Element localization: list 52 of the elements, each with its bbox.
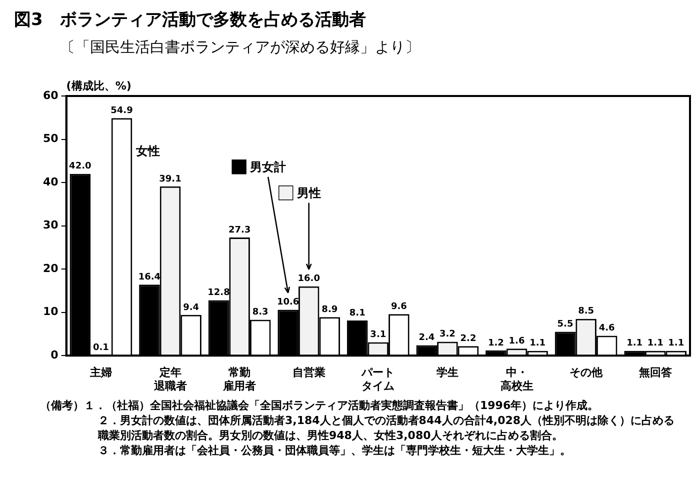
data-label: 8.3 — [252, 308, 268, 318]
data-label: 9.4 — [183, 302, 200, 313]
legend-label: 男性 — [296, 186, 321, 200]
data-label: 10.6 — [276, 298, 300, 308]
data-label: 5.5 — [557, 320, 574, 330]
data-label: 8.1 — [349, 308, 366, 318]
data-label: 12.8 — [208, 288, 230, 298]
data-label: 2.4 — [418, 333, 435, 344]
data-label: 16.0 — [298, 274, 320, 284]
chart-subtitle: 〔「国民生活白書ボランティアが深める好縁」より〕 — [60, 38, 420, 57]
text: （備考）１．（社福）全国社会福祉協議会「全国ボランティア活動者実態調査報告書」（1996年）により作成。 — [40, 398, 600, 413]
x-tick-label: 学生 — [436, 366, 458, 380]
y-axis-title: (構成比、%) — [66, 79, 132, 92]
data-label: 1.1 — [530, 338, 546, 349]
y-tick-label: 10 — [42, 305, 59, 318]
x-tick-label: 自営業 — [292, 366, 326, 380]
x-tick-label: 中・高校生 — [500, 366, 534, 392]
data-label: 3.2 — [439, 330, 456, 340]
y-tick-label: 50 — [42, 132, 59, 146]
data-label: 1.2 — [488, 338, 504, 348]
y-tick-label: 0 — [50, 348, 59, 362]
y-tick-label: 30 — [42, 218, 59, 232]
x-tick-label: その他 — [570, 366, 604, 380]
legend-label: 男女計 — [249, 160, 286, 174]
data-label: 2.2 — [460, 334, 476, 344]
data-label: 8.9 — [322, 304, 338, 315]
data-label: 16.4 — [138, 272, 161, 282]
text: ２．男女計の数値は、団体所属活動者3,184人と個人での活動者844人の合計4,028人（性別不明は除く）に占める職業別活動者数の割合。男女別の数値は、男性948人、女性3,080人それぞれに占める割合。 — [96, 413, 676, 443]
chart-title: 図3 ボランティア活動で多数を占める活動者 — [14, 9, 366, 31]
data-label: 1.1 — [668, 338, 684, 349]
y-tick-label: 40 — [42, 175, 59, 188]
x-tick-label: 定年退職者 — [152, 366, 187, 392]
data-label: 1.1 — [647, 338, 664, 349]
series-label: 女性 — [135, 144, 160, 158]
data-label: 27.3 — [228, 225, 251, 236]
x-tick-label: 無回答 — [638, 366, 673, 380]
data-label: 1.6 — [508, 336, 525, 347]
data-label: 42.0 — [69, 162, 92, 172]
data-label: 3.1 — [370, 330, 386, 340]
text: ３．常勤雇用者は「会社員・公務員・団体職員等」、学生は「専門学校生・短大生・大学生」。 — [97, 443, 572, 458]
x-tick-label: パートタイム — [360, 366, 395, 392]
data-label: 39.1 — [159, 174, 182, 184]
x-tick-label: 主婦 — [88, 366, 112, 380]
x-tick-label: 常勤雇用者 — [222, 366, 256, 392]
data-label: 9.6 — [390, 302, 407, 312]
y-tick-label: 60 — [42, 88, 59, 102]
data-label: 4.6 — [598, 324, 615, 334]
data-label: 54.9 — [110, 106, 133, 116]
data-label: 1.1 — [626, 338, 643, 349]
data-label: 0.1 — [92, 343, 109, 354]
y-tick-label: 20 — [42, 262, 59, 275]
data-label: 8.5 — [578, 306, 594, 317]
